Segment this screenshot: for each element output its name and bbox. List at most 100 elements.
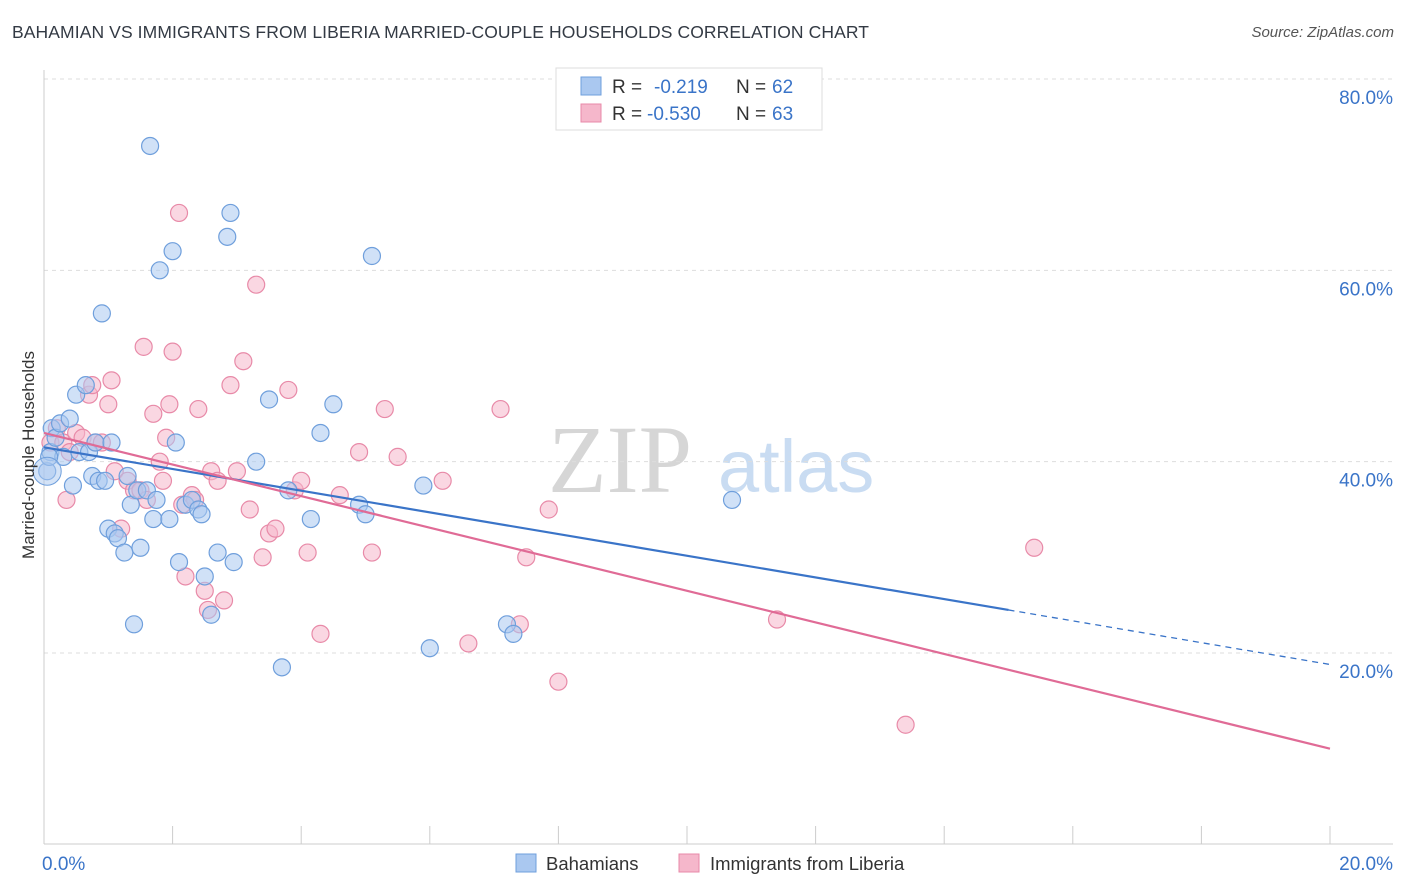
watermark-atlas: atlas — [718, 425, 874, 508]
correlation-legend: R = -0.219 N = 62 R = -0.530 N = 63 — [555, 67, 823, 131]
liberia-point — [144, 404, 163, 423]
liberia-point — [388, 447, 407, 466]
liberia-point — [549, 672, 568, 691]
bahamian-point — [259, 390, 279, 409]
bahamian-point — [208, 543, 227, 562]
bahamian-point — [144, 509, 163, 529]
chart-title: BAHAMIAN VS IMMIGRANTS FROM LIBERIA MARR… — [12, 22, 870, 42]
liberia-point — [169, 203, 189, 223]
liberia-point — [279, 380, 298, 400]
bahamian-point — [192, 505, 211, 524]
series-legend: Bahamians Immigrants from Liberia — [515, 853, 905, 874]
liberia-point — [189, 399, 208, 419]
liberia-point — [362, 543, 382, 562]
liberia-point — [247, 275, 266, 294]
bahamian-point — [86, 433, 105, 452]
liberia-point — [311, 624, 330, 643]
y-axis-label: Married-couple Households — [19, 351, 38, 559]
liberia-point — [99, 395, 118, 414]
y-tick-label-60: 60.0% — [1339, 279, 1393, 300]
watermark: ZIP atlas — [548, 406, 874, 513]
liberia-point — [227, 462, 246, 481]
y-tick-labels: 20.0% 40.0% 60.0% 80.0% — [1339, 88, 1393, 683]
liberia-point — [163, 342, 182, 361]
legend-r-value-1: -0.219 — [654, 77, 708, 98]
liberia-point — [134, 337, 153, 356]
bahamian-point — [163, 242, 182, 261]
bahamian-point — [124, 615, 144, 634]
y-tick-label-40: 40.0% — [1339, 471, 1393, 492]
legend-n-label-1: N = — [736, 77, 766, 98]
bahamian-point-large — [32, 456, 62, 486]
bahamian-points — [32, 136, 742, 677]
y-tick-label-80: 80.0% — [1339, 88, 1393, 109]
bahamian-point — [324, 395, 343, 414]
liberia-point — [234, 352, 253, 371]
x-tick-label-min: 0.0% — [42, 854, 85, 875]
legend-r-value-2: -0.530 — [647, 104, 701, 125]
bahamian-point — [118, 466, 137, 486]
bahamian-point — [224, 553, 243, 572]
bahamian-point — [414, 476, 433, 495]
bahamian-point — [195, 567, 214, 586]
legend-r-label-2: R = — [612, 104, 642, 125]
legend-swatch-liberia — [580, 103, 602, 123]
bahamian-point — [60, 409, 79, 428]
bahamian-point — [420, 639, 439, 658]
bahamian-point — [504, 624, 523, 643]
liberia-point — [240, 500, 259, 519]
bahamian-point — [131, 538, 150, 557]
liberia-point — [539, 500, 558, 519]
bahamian-point — [247, 452, 266, 471]
liberia-point — [767, 610, 787, 629]
source-credit: Source: ZipAtlas.com — [1251, 24, 1394, 41]
bottom-legend-liberia: Immigrants from Liberia — [710, 853, 905, 874]
bahamian-point — [202, 605, 221, 624]
bottom-swatch-bahamians — [515, 853, 537, 873]
bahamian-point — [311, 423, 330, 443]
liberia-point — [375, 399, 394, 419]
bahamian-point — [218, 227, 237, 246]
liberia-point — [221, 376, 240, 395]
bahamian-point — [63, 476, 83, 495]
bahamian-point — [115, 543, 134, 562]
liberia-trend-line — [43, 431, 1331, 750]
bahamian-point — [160, 509, 179, 529]
liberia-point — [102, 371, 121, 390]
bahamian-point — [92, 304, 111, 323]
bottom-swatch-liberia — [678, 853, 700, 873]
trend-lines — [43, 431, 1331, 750]
bahamian-point — [301, 509, 320, 529]
legend-n-label-2: N = — [736, 104, 766, 125]
liberia-point — [153, 471, 173, 490]
bahamian-point — [362, 246, 382, 266]
liberia-point — [253, 548, 272, 567]
legend-swatch-bahamians — [580, 76, 602, 96]
x-tick-label-max: 20.0% — [1339, 854, 1393, 875]
bahamian-point — [221, 203, 240, 223]
y-tick-label-20: 20.0% — [1339, 662, 1393, 683]
liberia-point — [349, 443, 369, 462]
watermark-zip: ZIP — [548, 406, 692, 513]
liberia-point — [214, 591, 234, 610]
bahamian-point — [722, 490, 742, 510]
liberia-point — [266, 519, 285, 538]
liberia-point — [292, 471, 311, 490]
bahamian-point — [76, 376, 95, 395]
liberia-point — [1025, 538, 1044, 557]
bahamian-trend-line — [43, 446, 1009, 612]
liberia-point — [433, 471, 452, 490]
bahamian-trend-extension — [1008, 609, 1331, 666]
bahamian-point — [95, 471, 115, 490]
legend-r-label-1: R = — [612, 77, 642, 98]
bahamian-point — [272, 658, 292, 677]
liberia-point — [160, 395, 179, 414]
bahamian-point — [140, 136, 160, 156]
bahamian-point — [169, 553, 189, 572]
legend-n-value-1: 62 — [772, 77, 793, 98]
bahamian-point — [102, 433, 121, 452]
liberia-point — [896, 715, 915, 734]
liberia-point — [491, 399, 510, 419]
bahamian-point — [166, 433, 185, 452]
